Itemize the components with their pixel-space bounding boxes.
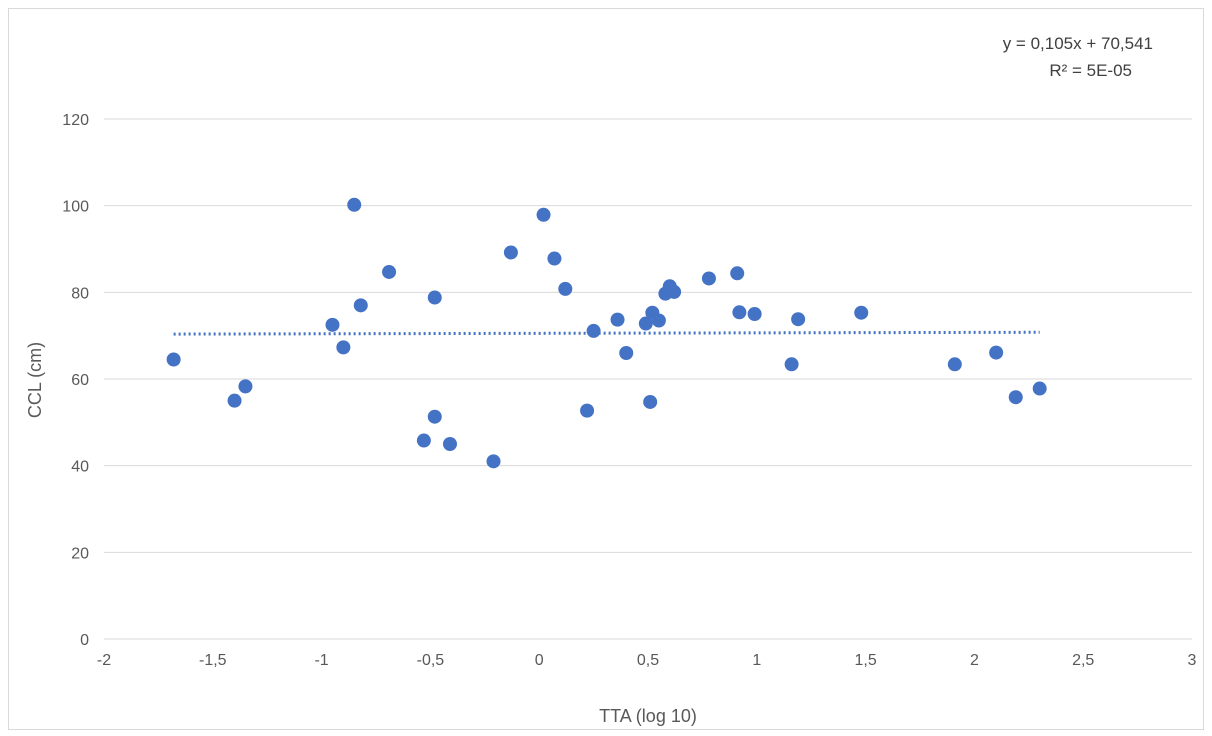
data-point	[947, 357, 962, 372]
data-point	[503, 245, 518, 260]
data-point	[336, 340, 351, 355]
y-tick-label: 20	[71, 545, 89, 562]
data-point	[166, 352, 181, 367]
x-tick-label: 0,5	[637, 652, 659, 669]
data-point	[732, 305, 747, 320]
data-point	[416, 433, 431, 448]
x-tick-label: 1,5	[854, 652, 876, 669]
trendline	[173, 330, 1040, 336]
x-axis-title: TTA (log 10)	[599, 706, 697, 726]
data-point	[651, 313, 666, 328]
gridlines	[104, 118, 1192, 553]
data-point	[238, 379, 253, 394]
x-tick-label: -1,5	[199, 652, 227, 669]
data-point	[580, 403, 595, 418]
data-point	[619, 346, 634, 360]
data-point	[347, 197, 362, 212]
data-point	[427, 290, 442, 305]
data-point	[701, 271, 716, 286]
data-point	[1008, 390, 1023, 405]
y-axis-title: CCL (cm)	[25, 342, 45, 418]
chart-area	[8, 8, 1204, 730]
data-point	[325, 317, 340, 332]
data-point	[427, 409, 442, 424]
data-points	[166, 197, 1047, 469]
data-point	[558, 281, 573, 296]
data-point	[784, 357, 799, 372]
y-tick-label: 40	[71, 459, 89, 476]
y-axis-ticks: 0 20 40 60 80 100 120	[62, 112, 89, 649]
x-tick-label: 1	[752, 652, 761, 669]
data-point	[1032, 381, 1047, 396]
data-point	[586, 323, 601, 338]
x-tick-label: 0	[535, 652, 544, 669]
data-point	[486, 454, 501, 469]
data-point	[610, 312, 625, 327]
x-tick-label: 2	[970, 652, 979, 669]
trendline-r2: R² = 5E-05	[1049, 61, 1132, 80]
data-point	[227, 393, 242, 408]
y-tick-label: 60	[71, 372, 89, 389]
y-tick-label: 0	[80, 632, 89, 649]
y-tick-label: 100	[62, 199, 89, 216]
data-point	[730, 266, 745, 281]
data-point	[854, 305, 869, 320]
data-point	[442, 437, 457, 451]
data-point	[667, 284, 682, 299]
y-tick-label: 80	[71, 285, 89, 302]
data-point	[747, 307, 762, 321]
data-point	[547, 251, 562, 266]
x-tick-label: -0,5	[417, 652, 445, 669]
y-tick-label: 120	[62, 112, 89, 129]
x-tick-label: -1	[314, 652, 328, 669]
trendline-equation: y = 0,105x + 70,541	[1003, 34, 1153, 53]
data-point	[989, 345, 1004, 360]
x-tick-label: 2,5	[1072, 652, 1094, 669]
x-axis-ticks: -2 -1,5 -1 -0,5 0 0,5 1 1,5 2 2,5 3	[97, 652, 1197, 669]
data-point	[643, 394, 658, 409]
data-point	[536, 207, 551, 222]
data-point	[638, 316, 653, 331]
x-tick-label: -2	[97, 652, 111, 669]
data-point	[791, 312, 806, 327]
data-point	[353, 298, 368, 313]
data-point	[382, 264, 397, 279]
x-tick-label: 3	[1188, 652, 1197, 669]
